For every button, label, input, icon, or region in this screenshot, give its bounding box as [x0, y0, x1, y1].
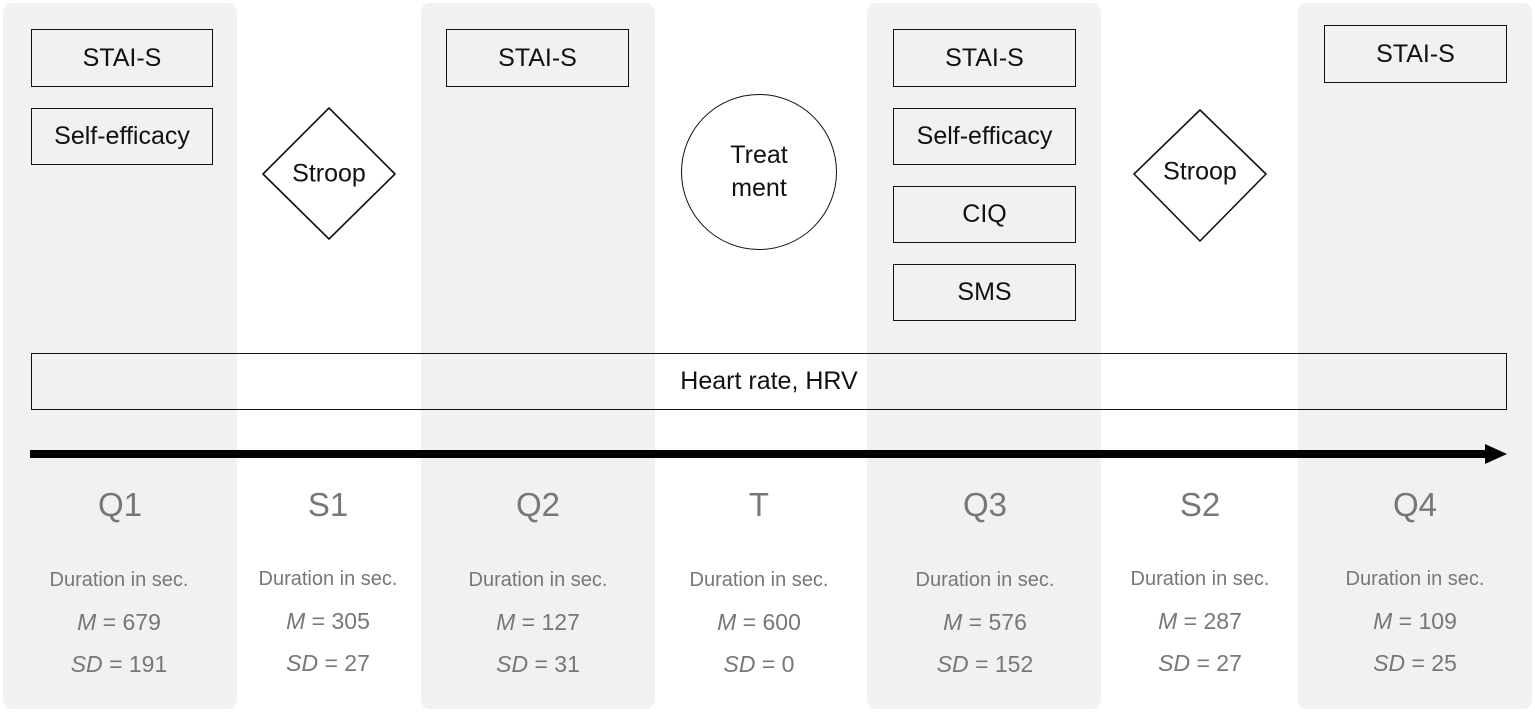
phase-label-q2: Q2 [515, 486, 561, 523]
phase-column-q2 [421, 3, 655, 709]
measure-box-stai-s-q3: STAI-S [893, 29, 1076, 87]
mean-value: M = 576 [943, 609, 1027, 635]
phase-label-t: T [748, 486, 770, 523]
treatment-label-line2: ment [731, 174, 787, 202]
duration-label: Duration in sec. [689, 569, 829, 591]
sd-value: SD = 191 [70, 651, 168, 677]
phase-label-q1: Q1 [97, 486, 143, 523]
duration-label: Duration in sec. [468, 569, 608, 591]
duration-stats-q2: Duration in sec. M = 127 SD = 31 [428, 566, 648, 692]
duration-stats-s2: Duration in sec. M = 287 SD = 27 [1090, 565, 1310, 691]
measure-box-stai-s-q1: STAI-S [31, 29, 213, 87]
duration-label: Duration in sec. [258, 568, 398, 590]
sd-value: SD = 27 [286, 650, 370, 676]
diamond-shape-icon [262, 107, 396, 240]
mean-value: M = 127 [496, 609, 580, 635]
phase-column-q4 [1298, 3, 1532, 709]
stroop-task-s2: Stroop [1132, 108, 1268, 244]
sd-value: SD = 31 [496, 651, 580, 677]
phase-label-q4: Q4 [1392, 486, 1438, 523]
duration-label: Duration in sec. [915, 569, 1055, 591]
duration-stats-q3: Duration in sec. M = 576 SD = 152 [875, 566, 1095, 692]
mean-value: M = 305 [286, 608, 370, 634]
measure-box-ciq-q3: CIQ [893, 186, 1076, 243]
sd-value: SD = 0 [723, 651, 795, 677]
phase-column-q1 [3, 3, 237, 709]
stroop-task-s1: Stroop [261, 106, 397, 242]
measure-box-stai-s-q4: STAI-S [1324, 25, 1507, 83]
sd-value: SD = 27 [1158, 650, 1242, 676]
phase-column-q3 [867, 3, 1101, 709]
phase-label-s1: S1 [307, 486, 349, 523]
mean-value: M = 679 [77, 609, 161, 635]
sd-value: SD = 25 [1373, 650, 1457, 676]
heart-rate-hrv-box: Heart rate, HRV [31, 353, 1507, 410]
treatment-circle: Treat ment [681, 94, 837, 250]
measure-box-stai-s-q2: STAI-S [446, 29, 629, 87]
phase-label-s2: S2 [1179, 486, 1221, 523]
duration-stats-q1: Duration in sec. M = 679 SD = 191 [9, 566, 229, 692]
duration-stats-t: Duration in sec. M = 600 SD = 0 [649, 566, 869, 692]
phase-label-q3: Q3 [962, 486, 1008, 523]
sd-value: SD = 152 [936, 651, 1034, 677]
measure-box-sms-q3: SMS [893, 264, 1076, 321]
stroop-label-s1: Stroop [292, 159, 366, 188]
duration-stats-s1: Duration in sec. M = 305 SD = 27 [218, 565, 438, 691]
mean-value: M = 109 [1373, 608, 1457, 634]
measure-box-self-efficacy-q1: Self-efficacy [31, 108, 213, 165]
treatment-label-line1: Treat [730, 141, 788, 169]
duration-stats-q4: Duration in sec. M = 109 SD = 25 [1305, 565, 1525, 691]
duration-label: Duration in sec. [49, 569, 189, 591]
diamond-shape-icon [1133, 109, 1267, 242]
duration-label: Duration in sec. [1345, 568, 1485, 590]
mean-value: M = 600 [717, 609, 801, 635]
timeline-arrow-icon [30, 444, 1507, 464]
stroop-label-s2: Stroop [1163, 157, 1237, 186]
duration-label: Duration in sec. [1130, 568, 1270, 590]
measure-box-self-efficacy-q3: Self-efficacy [893, 108, 1076, 165]
mean-value: M = 287 [1158, 608, 1242, 634]
